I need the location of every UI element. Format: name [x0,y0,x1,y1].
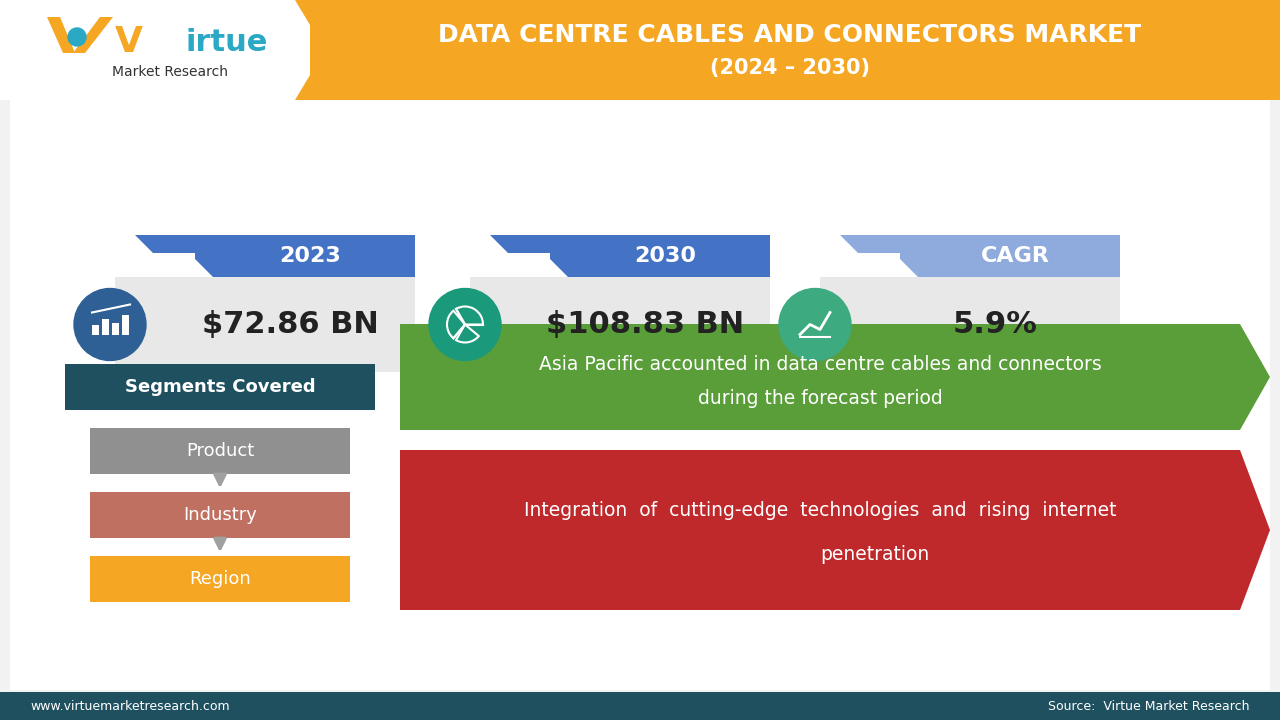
Text: DATA CENTRE CABLES AND CONNECTORS MARKET: DATA CENTRE CABLES AND CONNECTORS MARKET [439,23,1142,47]
Bar [65,364,375,410]
Polygon shape [195,259,212,277]
Circle shape [68,28,86,46]
Bar [90,428,349,474]
Text: Region: Region [189,570,251,588]
Text: Integration  of  cutting-edge  technologies  and  rising  internet: Integration of cutting-edge technologies… [524,501,1116,521]
Bar [195,235,415,277]
Polygon shape [1240,324,1270,430]
Polygon shape [900,259,918,277]
Text: 2030: 2030 [634,246,696,266]
Bar [92,325,99,335]
Polygon shape [47,17,76,53]
Bar [820,277,1120,372]
Bar [122,315,129,335]
Text: Industry: Industry [183,506,257,524]
Text: V: V [115,25,143,59]
Bar [399,324,1240,430]
Text: during the forecast period: during the forecast period [698,389,942,408]
Polygon shape [1240,450,1270,610]
Polygon shape [73,17,113,53]
Circle shape [429,289,500,361]
Text: (2024 – 2030): (2024 – 2030) [710,58,870,78]
Bar [490,235,550,253]
Bar [0,0,1280,100]
Text: CAGR: CAGR [980,246,1050,266]
Bar [0,0,310,100]
Bar [90,492,349,538]
Polygon shape [490,235,508,253]
Text: Asia Pacific accounted in data centre cables and connectors: Asia Pacific accounted in data centre ca… [539,355,1101,374]
Text: penetration: penetration [820,544,929,564]
Bar [115,277,415,372]
Polygon shape [134,235,154,253]
Polygon shape [550,259,568,277]
Circle shape [74,289,146,361]
Text: www.virtuemarketresearch.com: www.virtuemarketresearch.com [29,700,229,713]
Bar [0,692,1280,720]
Bar [10,70,1270,690]
Text: Market Research: Market Research [113,65,228,79]
Bar [102,318,109,335]
Polygon shape [294,0,346,100]
Bar [113,323,119,335]
Bar [399,450,1240,610]
Text: 2023: 2023 [279,246,340,266]
Text: Product: Product [186,442,255,460]
Text: 5.9%: 5.9% [952,310,1037,339]
Bar [134,235,195,253]
Circle shape [780,289,851,361]
Bar [900,235,1120,277]
Text: irtue: irtue [186,27,268,56]
Text: $72.86 BN: $72.86 BN [202,310,379,339]
Bar [550,235,771,277]
Text: Segments Covered: Segments Covered [124,378,315,396]
Polygon shape [840,235,858,253]
Bar [840,235,900,253]
Text: Source:  Virtue Market Research: Source: Virtue Market Research [1048,700,1251,713]
Text: $108.83 BN: $108.83 BN [547,310,744,339]
Bar [470,277,771,372]
Bar [90,556,349,602]
